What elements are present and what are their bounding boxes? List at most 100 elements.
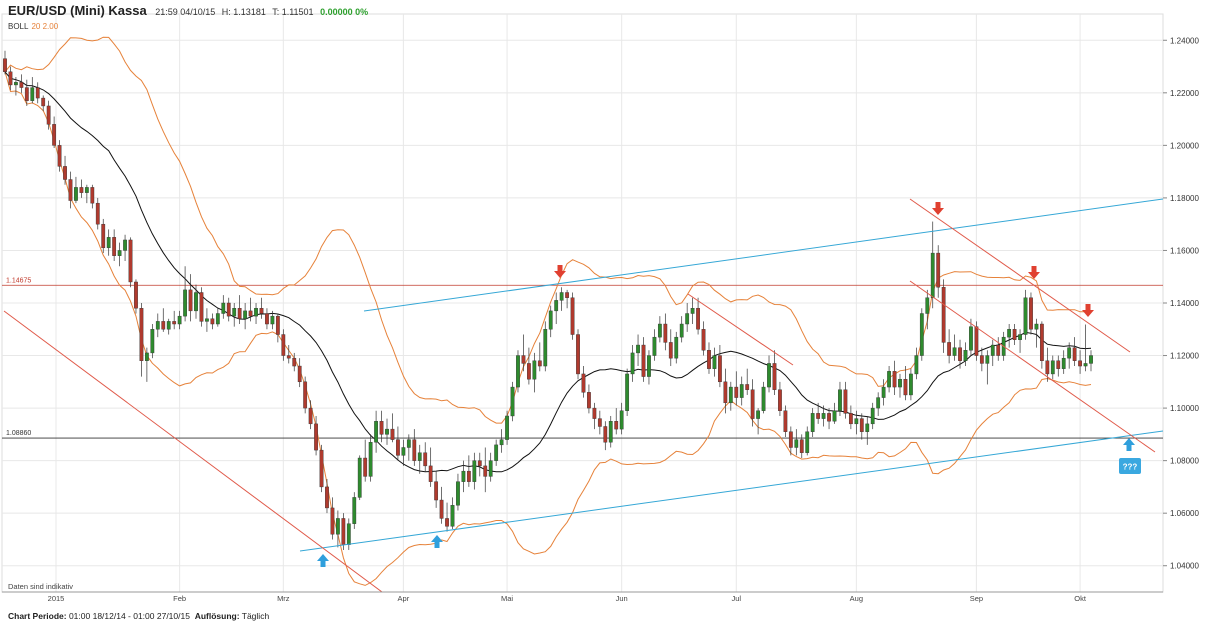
candle-up [690,297,695,325]
candle-body [461,470,466,482]
candle-body [887,371,891,388]
y-tick-label: 1.24000 [1170,36,1199,45]
candle-body [483,465,488,477]
downtrend-line-lower-aug [909,280,1156,453]
candle-body [1067,347,1072,359]
candle-body [95,202,100,225]
candle-up [712,347,717,377]
candle-body [690,308,695,314]
candle-down [537,342,542,372]
candle-body [243,310,248,319]
candle-up [647,350,651,385]
candle-down [707,342,711,374]
arrow-down-icon [932,202,944,215]
candle-body [597,418,602,427]
candle-down [63,155,67,185]
candle-body [570,297,575,335]
candle-body [52,124,57,146]
candle-body [74,187,78,201]
candle-down [592,402,597,430]
candle-down [848,405,853,430]
candle-body [1072,347,1077,361]
candle-down [439,486,444,524]
candle-body [979,355,984,364]
candle-body [106,237,111,249]
arrow-up-icon [1123,438,1135,451]
candle-body [810,413,815,432]
candle-body [816,413,821,419]
candle-up [652,329,657,361]
candle-up [554,292,559,325]
candle-up [472,452,477,490]
y-tick-label: 1.14000 [1170,299,1199,308]
y-tick-label: 1.10000 [1170,404,1199,413]
candle-body [417,452,422,461]
arrow-down-icon [1028,266,1040,279]
candle-down [527,347,531,385]
channel-upper-line [363,198,1164,312]
candle-up [810,408,815,437]
candle-down [161,308,166,332]
candle-body [614,421,619,430]
candle-body [701,329,706,351]
candle-up [183,266,187,322]
candle-down [668,329,673,367]
arrow-shaft [935,202,941,209]
candle-down [788,426,793,456]
candle-down [936,245,941,298]
candle-body [1061,357,1066,369]
candle-up [30,77,35,104]
candle-body [14,82,18,86]
candle-body [543,329,548,367]
arrow-up-icon [431,535,443,548]
candle-up [1023,289,1028,340]
candle-down [24,79,29,106]
x-tick-label: Sep [970,594,983,603]
candle-up [838,381,842,416]
candle-down [614,408,619,435]
candle-body [259,308,264,314]
candle-body [990,344,995,356]
candle-down [41,95,46,112]
candle-body [423,452,428,467]
candle-down [483,447,488,493]
candle-down [1072,337,1077,367]
candle-body [281,334,286,356]
candle-up [548,305,553,338]
candle-down [423,442,428,472]
candle-up [832,402,837,424]
candle-body [516,355,520,388]
candle-down [750,379,755,427]
candle-body [723,381,728,404]
candle-body [969,326,973,351]
candle-body [128,239,133,283]
candle-up [494,439,499,466]
candle-up [739,376,744,406]
header-last: T: 1.11501 [272,7,314,17]
candle-body [903,378,908,396]
candle-up [401,439,406,466]
candle-body [559,292,564,301]
candle-up [636,334,640,367]
candle-body [641,344,646,377]
candle-body [3,58,7,72]
candle-body [155,321,160,330]
candle-up [919,308,924,361]
candle-body [215,313,220,325]
candle-up [194,284,198,319]
arrow-shaft [1031,266,1037,273]
candle-body [674,336,679,359]
x-tick-label: Jun [616,594,628,603]
candle-body [237,308,242,319]
arrow-head [554,271,566,278]
candle-body [232,308,237,317]
candle-down [734,371,739,406]
candle-down [778,381,782,416]
candle-body [150,329,155,354]
candle-body [565,292,569,298]
candle-up [657,316,662,343]
annotation-arrows: ??? [317,202,1141,567]
candle-body [205,318,209,322]
candle-up [930,221,935,309]
candle-down [903,366,908,401]
